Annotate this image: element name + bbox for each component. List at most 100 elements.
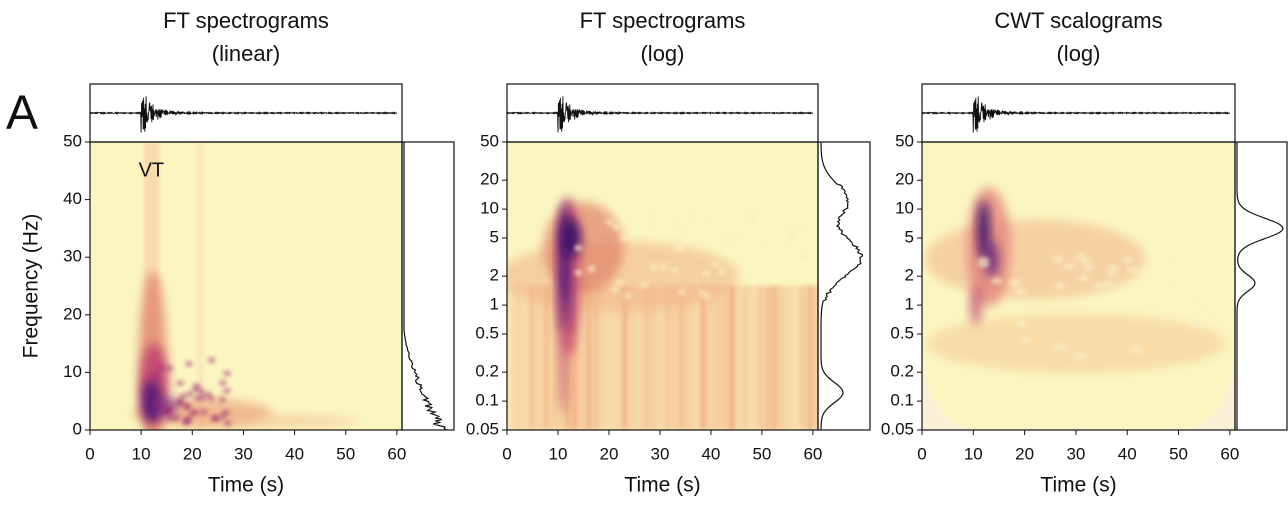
heat-stripe xyxy=(778,285,786,430)
heat-streak xyxy=(969,285,982,326)
heat-speckle xyxy=(649,264,658,271)
heat-speckle xyxy=(587,265,596,272)
heat-speckle xyxy=(1130,346,1143,353)
heat-speckle xyxy=(733,235,742,242)
heat-speckle xyxy=(1015,320,1028,327)
y-tick-label: 0.5 xyxy=(475,323,499,342)
heat-stripe xyxy=(692,285,700,430)
heat-stripe xyxy=(635,285,643,430)
heat-speckle xyxy=(223,420,232,427)
y-tick-label: 1 xyxy=(490,295,499,314)
heatmap-bg xyxy=(90,142,402,430)
heat-speckle xyxy=(612,223,621,230)
x-tick-label: 0 xyxy=(917,444,926,463)
heat-stripe xyxy=(799,285,807,430)
heat-stripe xyxy=(621,285,629,430)
heat-speckle xyxy=(222,387,231,394)
heat-speckle xyxy=(740,213,749,220)
heat-speckle xyxy=(166,414,175,421)
heat-speckle xyxy=(218,379,227,386)
heat-speckle xyxy=(797,221,806,228)
heat-stripe xyxy=(528,285,536,430)
x-tick-label: 20 xyxy=(183,444,202,463)
heat-speckle xyxy=(192,386,201,393)
heat-speckle xyxy=(1008,280,1021,287)
heat-stripe xyxy=(771,285,779,430)
heat-speckle xyxy=(990,277,1003,284)
heat-stripe xyxy=(514,285,522,430)
heat-speckle xyxy=(718,268,727,275)
heat-halo xyxy=(925,313,1226,374)
heat-speckle xyxy=(204,391,213,398)
heat-stripe xyxy=(792,285,800,430)
heat-speckle xyxy=(623,292,632,299)
y-tick-label: 50 xyxy=(63,131,82,150)
x-tick-label: 30 xyxy=(234,444,253,463)
heat-stripe xyxy=(742,285,750,430)
y-tick-label: 0.2 xyxy=(475,362,499,381)
heat-speckle xyxy=(799,246,808,253)
heat-speckle xyxy=(186,390,195,397)
y-tick-label: 5 xyxy=(905,227,914,246)
x-tick-label: 30 xyxy=(650,444,669,463)
heat-speckle xyxy=(179,393,188,400)
x-tick-label: 10 xyxy=(549,444,568,463)
heat-speckle xyxy=(1082,264,1095,271)
spectrum xyxy=(1236,142,1284,430)
panel-subtitle: (log) xyxy=(1056,41,1100,66)
heat-stripe xyxy=(585,285,593,430)
y-tick-label: 50 xyxy=(480,131,499,150)
heat-speckle xyxy=(1122,256,1135,263)
x-tick-label: 60 xyxy=(1220,444,1239,463)
x-axis-label: Time (s) xyxy=(208,474,284,497)
x-tick-label: 50 xyxy=(752,444,771,463)
heat-speckle xyxy=(1201,302,1214,309)
heat-stripe xyxy=(721,285,729,430)
panel-title: CWT scalograms xyxy=(994,8,1162,33)
spectrum xyxy=(403,142,447,431)
heat-speckle xyxy=(660,263,669,270)
heat-stripe xyxy=(685,285,693,430)
heatmap xyxy=(507,142,818,430)
y-tick-label: 0.05 xyxy=(881,419,914,438)
heat-speckle xyxy=(1074,253,1087,260)
heat-speckle xyxy=(673,245,682,252)
heat-speckle xyxy=(698,289,707,296)
heatmap xyxy=(922,142,1235,430)
x-tick-label: 0 xyxy=(85,444,94,463)
x-tick-label: 20 xyxy=(1015,444,1034,463)
heat-speckle xyxy=(748,217,757,224)
heat-stripe xyxy=(649,285,657,430)
heat-speckle xyxy=(152,400,161,407)
y-tick-label: 1 xyxy=(905,295,914,314)
heat-speckle xyxy=(670,235,679,242)
heat-speckle xyxy=(800,254,809,261)
heat-stripe xyxy=(699,285,707,430)
heat-speckle xyxy=(722,238,731,245)
heat-speckle xyxy=(1106,265,1119,272)
heat-stripe xyxy=(606,285,614,430)
heat-stripe xyxy=(592,285,600,430)
heat-stripe xyxy=(806,285,814,430)
heat-speckle xyxy=(1063,263,1076,270)
heat-core xyxy=(977,200,990,261)
heat-stripe xyxy=(628,285,636,430)
spectrum xyxy=(820,141,863,430)
heat-streak xyxy=(558,295,569,416)
waveform xyxy=(506,96,814,133)
heat-speckle xyxy=(611,286,620,293)
heat-speckle xyxy=(152,373,161,380)
heat-speckle xyxy=(184,360,193,367)
heat-speckle xyxy=(175,398,184,405)
y-tick-label: 0.05 xyxy=(466,419,499,438)
y-tick-label: 0 xyxy=(73,419,82,438)
heat-stripe xyxy=(542,285,550,430)
waveform xyxy=(89,96,398,133)
heat-stripe xyxy=(735,285,743,430)
y-tick-label: 2 xyxy=(905,266,914,285)
heat-stripe xyxy=(813,285,818,430)
x-tick-label: 60 xyxy=(803,444,822,463)
panel-subtitle: (linear) xyxy=(212,41,280,66)
heatmap xyxy=(90,142,402,430)
heat-speckle xyxy=(1053,343,1066,350)
